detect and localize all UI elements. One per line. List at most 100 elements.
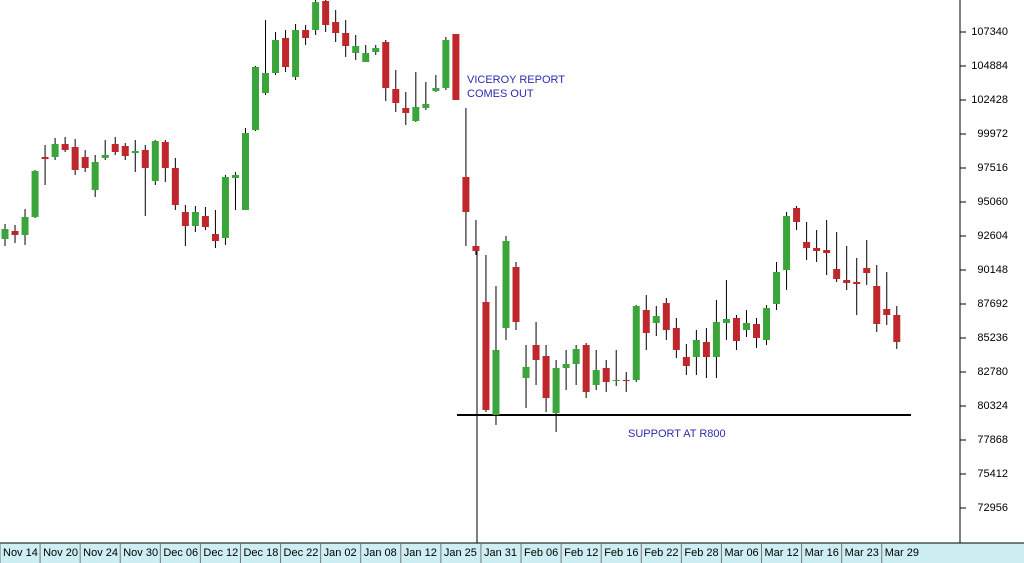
candle-body [432,88,440,91]
candle-body [211,233,219,242]
annotation: SUPPORT AT R800 [628,428,726,440]
y-tick-label: 104884 [971,60,1008,72]
candle-body [592,369,600,386]
candle-body [833,268,841,280]
candle-body [773,271,781,304]
candle-body [753,323,760,338]
candle-body [352,46,360,53]
y-tick-label: 97516 [977,162,1008,174]
candle-body [793,207,801,222]
candle-body [642,309,650,333]
candle-body [161,141,169,168]
y-tick-label: 75412 [977,468,1008,480]
x-tick-label: Mar 06 [724,547,758,559]
x-tick-label: Nov 24 [83,547,118,559]
candle-body [452,33,460,100]
candle-body [292,29,300,77]
candle-body [31,170,39,217]
candle-body [622,379,630,382]
candle-body [662,302,670,331]
candle-body [572,348,580,365]
candle-body [732,318,740,341]
candle-body [682,356,690,366]
candle-body [101,154,109,158]
candle-body [71,147,79,170]
candle-body [11,230,19,235]
x-tick-label: Mar 16 [805,547,839,559]
y-tick-label: 102428 [971,94,1008,106]
candle-body [342,33,350,47]
y-tick-label: 77868 [977,434,1008,446]
y-tick-label: 92604 [977,230,1008,242]
candle-body [813,247,821,251]
candle-body [392,89,400,103]
candle-body [412,106,420,122]
candle-body [111,144,119,153]
candle-body [823,250,831,253]
x-tick-label: Dec 18 [243,547,278,559]
y-tick-label: 82780 [977,366,1008,378]
candle-body [652,315,660,323]
candle-body [382,42,390,89]
candle-body [21,216,29,235]
candle-body [41,156,49,159]
candle-body [843,279,851,284]
x-tick-label: Nov 30 [123,547,158,559]
candle-body [853,281,861,285]
y-tick-label: 90148 [977,264,1008,276]
candle-body [702,341,710,357]
candle-body [332,21,340,34]
candle-body [893,314,901,342]
x-tick-label: Mar 12 [765,547,799,559]
y-tick-label: 87692 [977,298,1008,310]
candle-body [462,177,470,213]
x-tick-label: Jan 31 [484,547,517,559]
candle-body [612,379,620,382]
candle-body [121,145,129,157]
candle-body [512,267,520,322]
x-tick-label: Mar 29 [885,547,919,559]
candle-body [672,327,680,350]
annotation: COMES OUT [467,88,534,100]
candle-body [532,344,540,361]
candle-body [181,212,189,226]
candle-body [542,356,550,398]
y-tick-label: 85236 [977,332,1008,344]
y-tick-label: 80324 [977,400,1008,412]
x-tick-label: Dec 22 [284,547,319,559]
candle-body [442,39,450,89]
x-tick-label: Dec 06 [163,547,198,559]
candle-body [602,367,610,382]
candle-body [241,132,249,210]
candle-body [252,67,259,131]
x-tick-label: Feb 28 [684,547,718,559]
candle-body [692,339,700,357]
candle-body [472,246,480,251]
candle-body [722,318,730,323]
candle-body [522,366,530,378]
candle-body [362,52,370,62]
x-tick-label: Feb 16 [604,547,638,559]
candle-body [221,177,229,238]
candle-body [312,2,320,30]
candle-body [322,0,330,26]
candle-body [141,149,149,168]
candle-body [803,241,811,248]
candle-body [783,216,791,271]
annotation: VICEROY REPORT [467,74,565,86]
candle-body [712,321,720,357]
candle-body [231,174,239,179]
x-tick-label: Jan 08 [364,547,397,559]
candle-body [502,241,510,328]
x-tick-label: Mar 23 [845,547,879,559]
candle-body [372,47,380,52]
candle-body [81,156,89,168]
candle-body [492,349,500,415]
candle-body [171,167,179,205]
candle-body [191,212,199,226]
x-tick-label: Jan 02 [324,547,357,559]
candle-body [422,103,430,108]
candle-body [863,267,871,273]
x-tick-label: Feb 22 [644,547,678,559]
